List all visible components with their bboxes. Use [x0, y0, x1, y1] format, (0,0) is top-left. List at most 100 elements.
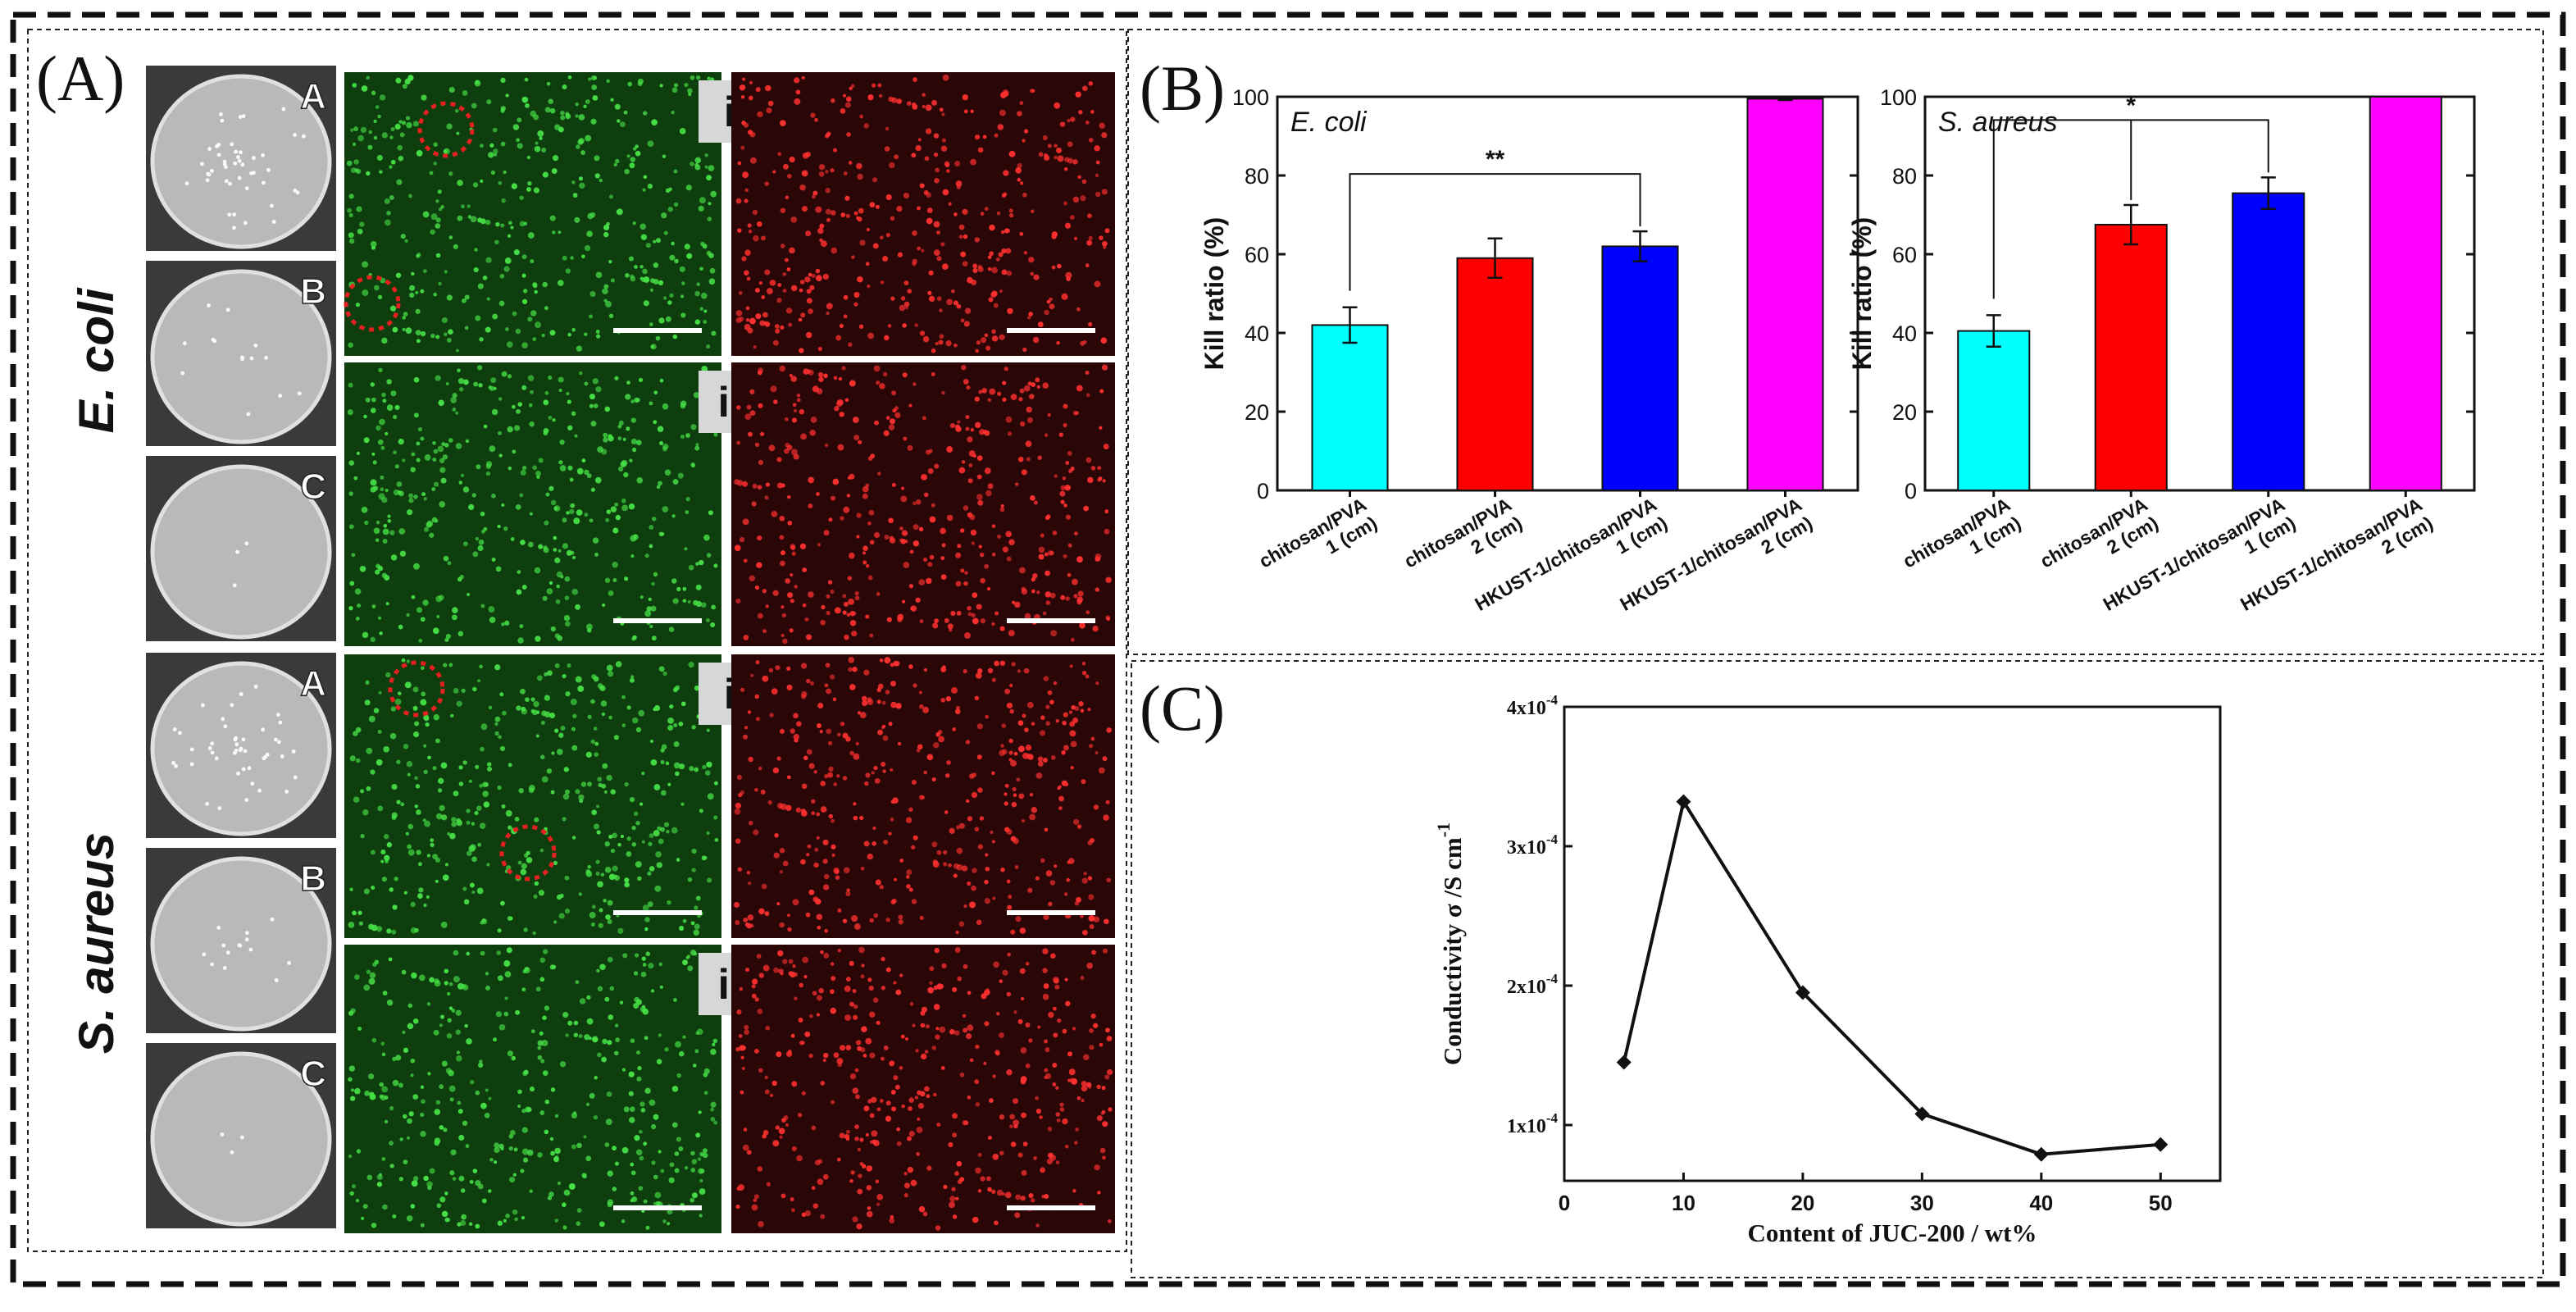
cell-dot	[363, 437, 370, 444]
cell-dot	[1085, 674, 1090, 679]
cell-dot	[534, 567, 541, 574]
cell-dot	[989, 224, 995, 231]
cell-dot	[820, 619, 826, 626]
cell-dot	[1023, 667, 1030, 674]
cell-dot	[955, 180, 963, 187]
cell-dot	[775, 1125, 781, 1130]
cell-dot	[400, 802, 405, 807]
cell-dot	[745, 968, 750, 973]
cell-dot	[923, 667, 927, 672]
cell-dot	[849, 610, 856, 617]
colony-dot	[244, 937, 249, 942]
cell-dot	[1088, 894, 1095, 900]
cell-dot	[567, 75, 572, 80]
cell-dot	[356, 1149, 362, 1154]
cell-dot	[570, 256, 574, 260]
cell-dot	[867, 1206, 872, 1210]
cell-dot	[530, 1029, 535, 1034]
cell-dot	[809, 1014, 813, 1018]
cell-dot	[1048, 1011, 1054, 1018]
cell-dot	[751, 978, 758, 985]
y-tick-exponent: -4	[1546, 971, 1559, 986]
cell-dot	[1081, 661, 1086, 666]
cell-dot	[699, 1178, 703, 1182]
cell-dot	[974, 396, 980, 402]
cell-dot	[662, 506, 669, 512]
cell-dot	[955, 424, 960, 430]
scale-bar	[1007, 1205, 1095, 1210]
y-tick-mantissa: 3x10	[1507, 837, 1546, 859]
cell-dot	[754, 694, 760, 699]
cell-dot	[753, 1198, 758, 1203]
cell-dot	[820, 240, 827, 248]
cell-dot	[416, 458, 421, 462]
cell-dot	[521, 706, 526, 712]
cell-dot	[462, 298, 467, 303]
cell-dot	[735, 920, 740, 926]
cell-dot	[879, 885, 884, 890]
cell-dot	[533, 284, 538, 289]
cell-dot	[698, 1168, 704, 1174]
cell-dot	[769, 1093, 774, 1097]
cell-dot	[972, 267, 978, 274]
cell-dot	[899, 973, 903, 977]
cell-dot	[465, 439, 470, 444]
cell-dot	[873, 531, 881, 538]
cell-dot	[804, 276, 811, 283]
cell-dot	[845, 213, 850, 218]
cell-dot	[487, 766, 493, 772]
cell-dot	[615, 158, 620, 164]
bar	[1456, 257, 1534, 491]
cell-dot	[556, 749, 563, 755]
cell-dot	[347, 409, 353, 416]
cell-dot	[909, 549, 914, 554]
cell-dot	[420, 617, 426, 622]
cell-dot	[1005, 531, 1013, 538]
colony-dot	[244, 186, 249, 191]
cell-dot	[630, 1106, 635, 1112]
cell-dot	[639, 223, 646, 230]
cell-dot	[482, 781, 488, 788]
cell-dot	[671, 827, 678, 834]
cell-dot	[811, 1186, 816, 1191]
plot-frame	[1563, 705, 2222, 1182]
cell-dot	[1065, 596, 1070, 601]
cell-dot	[853, 435, 860, 441]
cell-dot	[872, 840, 876, 846]
cell-dot	[548, 415, 553, 420]
cell-dot	[919, 183, 925, 189]
cell-dot	[422, 211, 430, 218]
cell-dot	[643, 300, 649, 307]
cell-dot	[710, 190, 717, 198]
cell-dot	[366, 786, 371, 791]
cell-dot	[594, 476, 602, 484]
cell-dot	[1072, 1189, 1076, 1193]
cell-dot	[1094, 280, 1101, 288]
cell-dot	[985, 853, 989, 857]
cell-dot	[667, 724, 674, 731]
cell-dot	[926, 754, 934, 761]
cell-dot	[748, 431, 753, 437]
cell-dot	[520, 469, 526, 476]
cell-dot	[531, 709, 538, 716]
cell-dot	[1019, 388, 1025, 394]
cell-dot	[1035, 772, 1043, 779]
cell-dot	[456, 700, 462, 707]
cell-dot	[452, 408, 457, 412]
cell-dot	[435, 253, 441, 258]
cell-dot	[980, 212, 985, 216]
cell-dot	[679, 925, 685, 931]
cell-dot	[456, 131, 460, 135]
cell-dot	[594, 552, 599, 557]
cell-dot	[407, 194, 412, 198]
cell-dot	[735, 598, 741, 604]
cell-dot	[520, 688, 526, 695]
cell-dot	[794, 585, 798, 589]
cell-dot	[846, 132, 852, 137]
colony-dot	[281, 107, 286, 112]
cell-dot	[777, 152, 782, 157]
cell-dot	[644, 554, 649, 558]
cell-dot	[1031, 807, 1038, 813]
cell-dot	[1026, 406, 1032, 413]
cell-dot	[957, 976, 963, 982]
